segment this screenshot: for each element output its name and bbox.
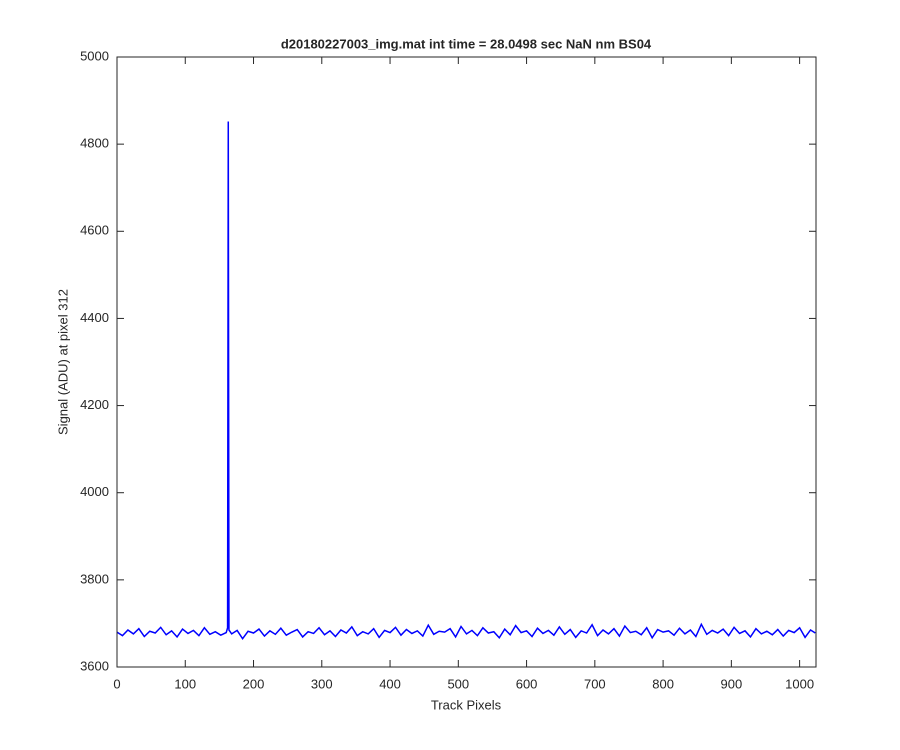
x-tick-label: 700 <box>584 676 606 691</box>
y-axis-label: Signal (ADU) at pixel 312 <box>55 289 70 435</box>
y-tick-label: 4000 <box>80 484 109 499</box>
y-tick-label: 3800 <box>80 571 109 586</box>
plot-area <box>117 57 816 667</box>
x-tick-label: 900 <box>721 676 743 691</box>
axes-box <box>116 56 817 668</box>
x-axis-label: Track Pixels <box>431 697 502 712</box>
y-tick-label: 4800 <box>80 136 109 151</box>
y-tick-label: 4600 <box>80 223 109 238</box>
y-tick-label: 5000 <box>80 48 109 63</box>
x-tick-label: 100 <box>174 676 196 691</box>
x-tick-label: 300 <box>311 676 333 691</box>
data-line <box>116 121 816 640</box>
y-tick-label: 3600 <box>80 658 109 673</box>
x-tick-label: 800 <box>652 676 674 691</box>
x-tick-label: 0 <box>113 676 120 691</box>
x-tick-label: 1000 <box>785 676 814 691</box>
x-tick-label: 500 <box>447 676 469 691</box>
y-tick-label: 4400 <box>80 310 109 325</box>
x-tick-label: 600 <box>516 676 538 691</box>
y-tick-label: 4200 <box>80 397 109 412</box>
x-tick-label: 200 <box>243 676 265 691</box>
x-tick-label: 400 <box>379 676 401 691</box>
chart-title: d20180227003_img.mat int time = 28.0498 … <box>281 36 652 51</box>
